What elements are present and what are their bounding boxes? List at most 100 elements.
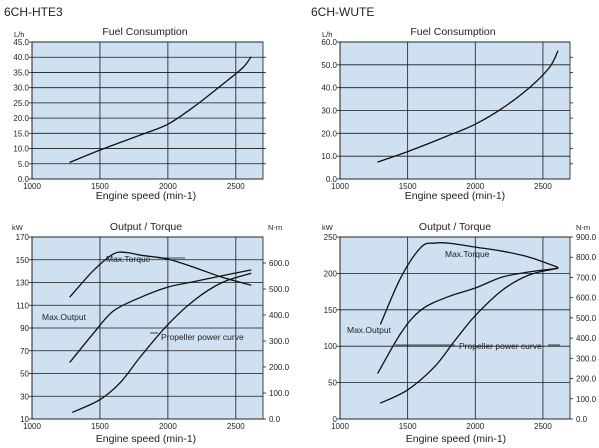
x-tick-label: 2000 bbox=[466, 182, 484, 191]
chart-c: 1000 1500 2000 2500 10 30 50 70 90 110 130 150 170 0.… bbox=[16, 233, 290, 431]
y-right-tick-label: 200.0 bbox=[576, 375, 597, 384]
series-line-max-output-c bbox=[69, 269, 252, 363]
plot-frame-c bbox=[31, 236, 264, 420]
x-axis-label-b: Engine speed (min-1) bbox=[405, 190, 505, 202]
y-tick-label: 40.0 bbox=[13, 53, 29, 62]
y-right-tick-label: 400.0 bbox=[269, 311, 290, 320]
unit-right-d: N-m bbox=[576, 223, 590, 232]
y-tick-label: 35.0 bbox=[13, 68, 29, 77]
y-tick-label: 0.0 bbox=[18, 175, 30, 184]
y-tick-label: 30 bbox=[20, 392, 29, 401]
y-right-tick-label: 400.0 bbox=[576, 334, 597, 343]
y-tick-label: 15.0 bbox=[13, 129, 29, 138]
y-right-tick-label: 0.0 bbox=[269, 415, 281, 424]
plot-area-a bbox=[32, 42, 263, 179]
series-line-max-torque-c bbox=[69, 251, 252, 298]
y-tick-label: 45.0 bbox=[13, 38, 29, 47]
x-tick-label: 1500 bbox=[399, 422, 417, 431]
y-tick-label: 10.0 bbox=[13, 145, 29, 154]
series-line-propeller-power-curve-c bbox=[72, 272, 252, 413]
y-tick-label: 150 bbox=[16, 256, 30, 265]
y-tick-label: 170 bbox=[16, 233, 30, 242]
y-tick-label: 70 bbox=[20, 347, 29, 356]
y-tick-label: 130 bbox=[16, 279, 30, 288]
unit-label-a: L/h bbox=[14, 30, 24, 39]
unit-right-c: N-m bbox=[268, 223, 282, 232]
y-tick-label: 200 bbox=[324, 269, 338, 278]
y-right-tick-label: 200.0 bbox=[269, 363, 290, 372]
x-tick-label: 2000 bbox=[159, 422, 177, 431]
chart-b: 1000 1500 2000 2500 0.0 10.0 20.0 30.0 40.0 50.0 6… bbox=[321, 38, 573, 191]
y-tick-label: 50 bbox=[328, 379, 337, 388]
model-label-a: 6CH-HTE3 bbox=[4, 5, 63, 19]
y-right-tick-label: 900.0 bbox=[576, 233, 597, 242]
y-tick-label: 5.0 bbox=[18, 160, 30, 169]
x-tick-label: 1000 bbox=[331, 422, 349, 431]
plot-frame-b bbox=[339, 41, 571, 180]
annotation-max-torque-c: Max.Torque bbox=[106, 254, 151, 264]
chart-title-d: Output / Torque bbox=[419, 221, 491, 233]
x-axis-label-a: Engine speed (min-1) bbox=[96, 190, 196, 202]
annotation-max-output-d: Max.Output bbox=[347, 325, 392, 335]
y-tick-label: 100 bbox=[324, 342, 338, 351]
y-tick-label: 20.0 bbox=[321, 129, 337, 138]
x-tick-label: 2500 bbox=[227, 422, 245, 431]
y-right-tick-label: 0.0 bbox=[576, 415, 588, 424]
unit-left-d: kW bbox=[322, 223, 334, 232]
chart-title-c: Output / Torque bbox=[110, 221, 182, 233]
plot-frame-a bbox=[31, 41, 264, 180]
series-line-fuel-consumption-a bbox=[69, 56, 252, 163]
x-tick-label: 2500 bbox=[534, 182, 552, 191]
y-right-tick-label: 500.0 bbox=[576, 314, 597, 323]
y-tick-label: 10.0 bbox=[321, 152, 337, 161]
x-axis-label-d: Engine speed (min-1) bbox=[406, 433, 506, 445]
y-right-tick-label: 600.0 bbox=[269, 259, 290, 268]
y-tick-label: 50.0 bbox=[321, 61, 337, 70]
x-tick-label: 2000 bbox=[159, 182, 177, 191]
y-tick-label: 60.0 bbox=[321, 38, 337, 47]
y-tick-label: 150 bbox=[324, 306, 338, 315]
y-right-tick-label: 600.0 bbox=[576, 294, 597, 303]
y-right-tick-label: 300.0 bbox=[576, 354, 597, 363]
model-label-b: 6CH-WUTE bbox=[311, 5, 374, 19]
x-tick-label: 1000 bbox=[23, 422, 41, 431]
y-tick-label: 0 bbox=[333, 415, 338, 424]
plot-area-d bbox=[340, 237, 570, 419]
x-tick-label: 1500 bbox=[91, 422, 109, 431]
x-tick-label: 2000 bbox=[466, 422, 484, 431]
y-right-tick-label: 700.0 bbox=[576, 273, 597, 282]
y-tick-label: 10 bbox=[20, 415, 29, 424]
y-tick-label: 25.0 bbox=[13, 99, 29, 108]
y-tick-label: 250 bbox=[324, 233, 338, 242]
y-tick-label: 20.0 bbox=[13, 114, 29, 123]
chart-d: 1000 1500 2000 2500 0 50 100 150 200 250 0.0 100.0 2… bbox=[324, 233, 597, 431]
chart-title-b: Fuel Consumption bbox=[410, 26, 495, 38]
y-tick-label: 30.0 bbox=[13, 84, 29, 93]
y-tick-label: 30.0 bbox=[321, 107, 337, 116]
y-right-tick-label: 100.0 bbox=[576, 395, 597, 404]
y-tick-label: 110 bbox=[16, 301, 29, 310]
y-tick-label: 50 bbox=[20, 370, 29, 379]
series-line-fuel-consumption-b bbox=[377, 50, 559, 163]
y-right-tick-label: 300.0 bbox=[269, 337, 290, 346]
y-tick-label: 40.0 bbox=[321, 84, 337, 93]
x-tick-label: 1500 bbox=[399, 182, 417, 191]
x-axis-label-c: Engine speed (min-1) bbox=[96, 433, 196, 445]
y-right-tick-label: 500.0 bbox=[269, 285, 290, 294]
unit-label-b: L/h bbox=[322, 30, 332, 39]
plot-frame-d bbox=[339, 236, 571, 420]
annotation-max-torque-d: Max.Torque bbox=[445, 249, 490, 259]
y-right-tick-label: 800.0 bbox=[576, 253, 597, 262]
y-right-tick-label: 100.0 bbox=[269, 389, 290, 398]
series-line-max-torque-d bbox=[379, 241, 559, 325]
annotation-max-output-c: Max.Output bbox=[42, 312, 87, 322]
series-line-propeller-power-curve-d bbox=[379, 267, 559, 404]
chart-a: 1000 1500 2000 2500 0.0 5.0 10.0 15.0 20.0 25.0 30… bbox=[13, 38, 266, 191]
unit-left-c: kW bbox=[12, 223, 24, 232]
x-tick-label: 1000 bbox=[23, 182, 41, 191]
annotation-propeller-c: Propeller power curve bbox=[161, 332, 244, 342]
x-tick-label: 2500 bbox=[227, 182, 245, 191]
y-tick-label: 0.0 bbox=[326, 175, 338, 184]
x-tick-label: 1500 bbox=[91, 182, 109, 191]
